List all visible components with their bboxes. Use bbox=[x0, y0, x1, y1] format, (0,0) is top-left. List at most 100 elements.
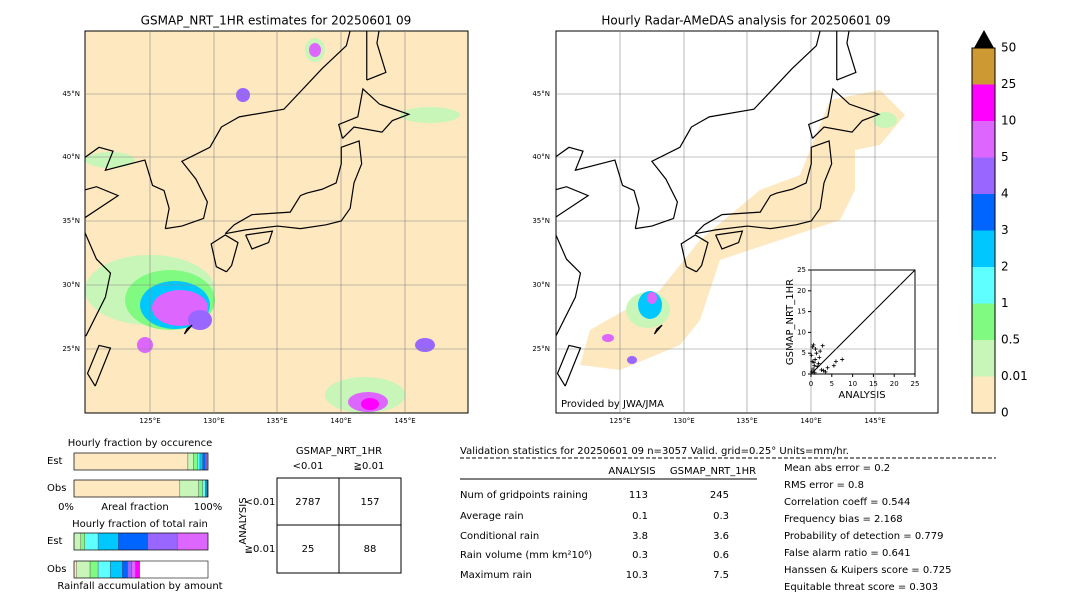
point bbox=[820, 343, 825, 348]
point bbox=[840, 357, 845, 362]
x-tick-label: 10 bbox=[848, 380, 857, 388]
y-tick-label: 0 bbox=[802, 370, 806, 378]
colorbar-frame bbox=[971, 47, 996, 414]
coastline bbox=[183, 324, 193, 335]
colorbar-label: 0 bbox=[1001, 406, 1009, 420]
score: Probability of detection = 0.779 bbox=[784, 531, 943, 542]
fraction-segment bbox=[135, 560, 140, 579]
colorbar-label: 2 bbox=[1001, 260, 1009, 274]
axis-label: 0% bbox=[58, 502, 74, 513]
fraction-segment bbox=[118, 532, 148, 551]
row-label: Maximum rain bbox=[460, 570, 532, 581]
colorbar-segment bbox=[972, 157, 995, 194]
colorbar-segment bbox=[972, 303, 995, 340]
fraction-segment bbox=[122, 560, 128, 579]
colorbar-label: 10 bbox=[1001, 114, 1016, 128]
fraction-segment bbox=[127, 560, 132, 579]
fraction-segment bbox=[147, 532, 178, 551]
fraction-segment bbox=[97, 560, 111, 579]
col-label: ≧0.01 bbox=[354, 461, 385, 472]
point bbox=[813, 347, 818, 352]
coastline bbox=[366, 31, 387, 81]
point bbox=[809, 353, 814, 358]
map-overlay bbox=[556, 31, 938, 413]
row-label: Obs bbox=[47, 564, 66, 575]
score: False alarm ratio = 0.641 bbox=[784, 548, 911, 559]
coastline bbox=[694, 140, 833, 235]
cell: 2787 bbox=[295, 497, 320, 508]
lon-label: 145°E bbox=[864, 417, 885, 425]
point bbox=[817, 355, 822, 360]
lat-label: 25°N bbox=[62, 345, 80, 353]
point bbox=[811, 342, 816, 347]
axis-label: 100% bbox=[194, 502, 223, 513]
score: Correlation coeff = 0.544 bbox=[784, 497, 910, 508]
fraction-segment bbox=[76, 560, 91, 579]
coastline bbox=[165, 31, 351, 230]
axis-label: Areal fraction bbox=[101, 502, 168, 513]
lon-label: 135°E bbox=[736, 417, 757, 425]
total-rain-title: Hourly fraction of total rain bbox=[72, 519, 208, 530]
fraction-segment bbox=[193, 452, 198, 471]
lat-label: 40°N bbox=[62, 153, 80, 161]
lat-label: 35°N bbox=[532, 217, 550, 225]
score: Mean abs error = 0.2 bbox=[784, 463, 890, 474]
coastline bbox=[715, 230, 744, 250]
value: 7.5 bbox=[713, 570, 729, 581]
row-label: <0.01 bbox=[245, 497, 276, 508]
value: 0.6 bbox=[713, 550, 729, 561]
point bbox=[815, 364, 820, 369]
diagonal bbox=[810, 269, 916, 375]
value: 0.1 bbox=[632, 511, 648, 522]
coastline bbox=[245, 230, 274, 250]
colorbar-label: 4 bbox=[1001, 187, 1009, 201]
fraction-segment bbox=[73, 479, 181, 498]
bar-frame bbox=[73, 479, 209, 498]
score: RMS error = 0.8 bbox=[784, 480, 864, 491]
right-map-title: Hourly Radar-AMeDAS analysis for 2025060… bbox=[601, 14, 890, 28]
coastline bbox=[556, 146, 640, 337]
point bbox=[823, 369, 828, 374]
colorbar-segment bbox=[972, 84, 995, 121]
bar-frame bbox=[73, 560, 209, 579]
lat-label: 30°N bbox=[62, 281, 80, 289]
rain-areas bbox=[602, 112, 897, 364]
score: Equitable threat score = 0.303 bbox=[784, 582, 938, 593]
point bbox=[833, 359, 838, 364]
inset-xlabel: ANALYSIS bbox=[838, 390, 885, 401]
point bbox=[818, 349, 823, 354]
point bbox=[812, 363, 817, 368]
x-tick-label: 15 bbox=[869, 380, 878, 388]
row-label: Conditional rain bbox=[460, 531, 539, 542]
lon-label: 125°E bbox=[139, 417, 160, 425]
bar-frame bbox=[73, 532, 209, 551]
fraction-segment bbox=[131, 560, 136, 579]
map-frame bbox=[84, 30, 469, 414]
lon-label: 145°E bbox=[394, 417, 415, 425]
colorbar-label: 25 bbox=[1001, 77, 1016, 91]
point bbox=[811, 367, 816, 372]
coastline bbox=[635, 31, 821, 230]
point bbox=[813, 357, 818, 362]
right-map bbox=[580, 90, 905, 370]
credit: Provided by JWA/JMA bbox=[561, 399, 664, 410]
colorbar-label: 0.01 bbox=[1001, 369, 1028, 383]
value: 113 bbox=[629, 490, 648, 501]
coastline bbox=[680, 234, 709, 273]
colorbar-label: 0.5 bbox=[1001, 333, 1020, 347]
fraction-segment bbox=[187, 452, 194, 471]
coastline bbox=[85, 146, 170, 337]
colorbar-label: 5 bbox=[1001, 150, 1009, 164]
fraction-segment bbox=[202, 479, 206, 498]
point bbox=[814, 351, 819, 356]
colorbar-segment bbox=[972, 121, 995, 158]
fraction-segment bbox=[176, 532, 209, 551]
point bbox=[825, 365, 830, 370]
fraction-segment bbox=[179, 479, 199, 498]
point bbox=[812, 370, 817, 375]
coastline bbox=[556, 344, 582, 387]
point bbox=[831, 363, 836, 368]
fraction-segment bbox=[205, 452, 207, 471]
fraction-segment bbox=[73, 452, 189, 471]
